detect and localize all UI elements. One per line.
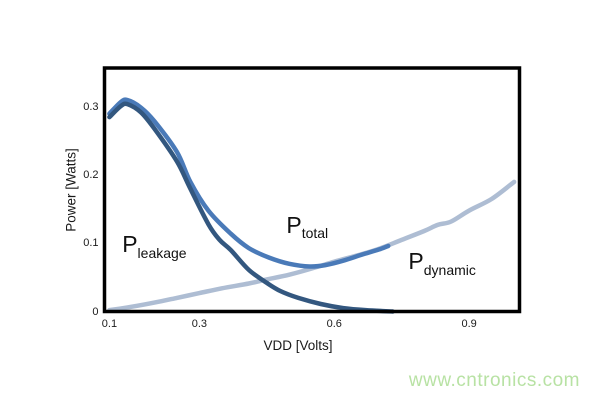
label-p-leakage-sub: leakage [137, 244, 187, 261]
label-p-dynamic: Pdynamic [408, 248, 476, 278]
label-p-total: Ptotal [286, 211, 329, 241]
plot-frame [102, 66, 522, 314]
label-p-dynamic-sub: dynamic [423, 261, 476, 278]
label-p-total-sub: total [301, 224, 329, 241]
x-tick-label: 0.9 [461, 317, 477, 330]
curve-p-total [107, 97, 391, 269]
y-tick-label: 0.1 [83, 237, 99, 250]
x-axis-title: VDD [Volts] [263, 338, 333, 353]
watermark: www.cntronics.com [408, 370, 580, 391]
y-axis-title: Power [Watts] [63, 148, 79, 232]
curve-p-leakage [107, 101, 395, 314]
y-tick-label: 0 [92, 305, 99, 318]
x-tick-label: 0.6 [326, 317, 342, 330]
label-p-total-main: P [286, 211, 302, 238]
label-p-leakage: Pleakage [122, 231, 187, 261]
y-tick-label: 0.3 [83, 100, 99, 113]
x-tick-label: 0.1 [101, 317, 118, 330]
x-tick-label: 0.3 [191, 317, 208, 330]
label-p-dynamic-main: P [408, 248, 424, 275]
y-tick-label: 0.2 [83, 169, 99, 182]
label-p-leakage-main: P [122, 231, 138, 258]
